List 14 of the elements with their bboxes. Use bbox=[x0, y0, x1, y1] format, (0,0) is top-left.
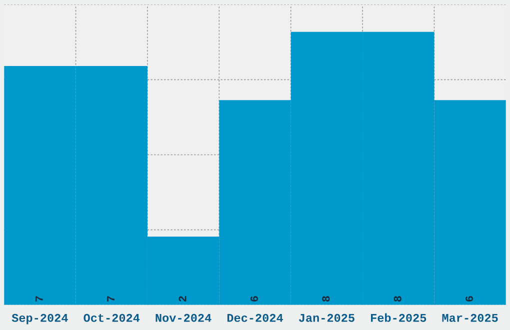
x-tick-label: Mar-2025 bbox=[442, 314, 498, 322]
data-label: 6 bbox=[250, 296, 258, 302]
x-tick-label: Oct-2024 bbox=[84, 314, 140, 322]
x-tick-label: Feb-2025 bbox=[371, 313, 426, 322]
data-label: 6 bbox=[466, 296, 474, 302]
data-label: 7 bbox=[35, 296, 43, 302]
data-label: 8 bbox=[394, 296, 402, 302]
x-tick-label: Sep-2024 bbox=[12, 314, 68, 324]
x-tick-label: Dec-2024 bbox=[227, 314, 283, 322]
data-label: 8 bbox=[322, 296, 330, 302]
x-tick-label: Nov-2024 bbox=[156, 314, 212, 322]
data-label: 2 bbox=[178, 296, 186, 302]
x-tick-label: Jan-2025 bbox=[298, 314, 354, 322]
data-label: 7 bbox=[107, 296, 114, 302]
